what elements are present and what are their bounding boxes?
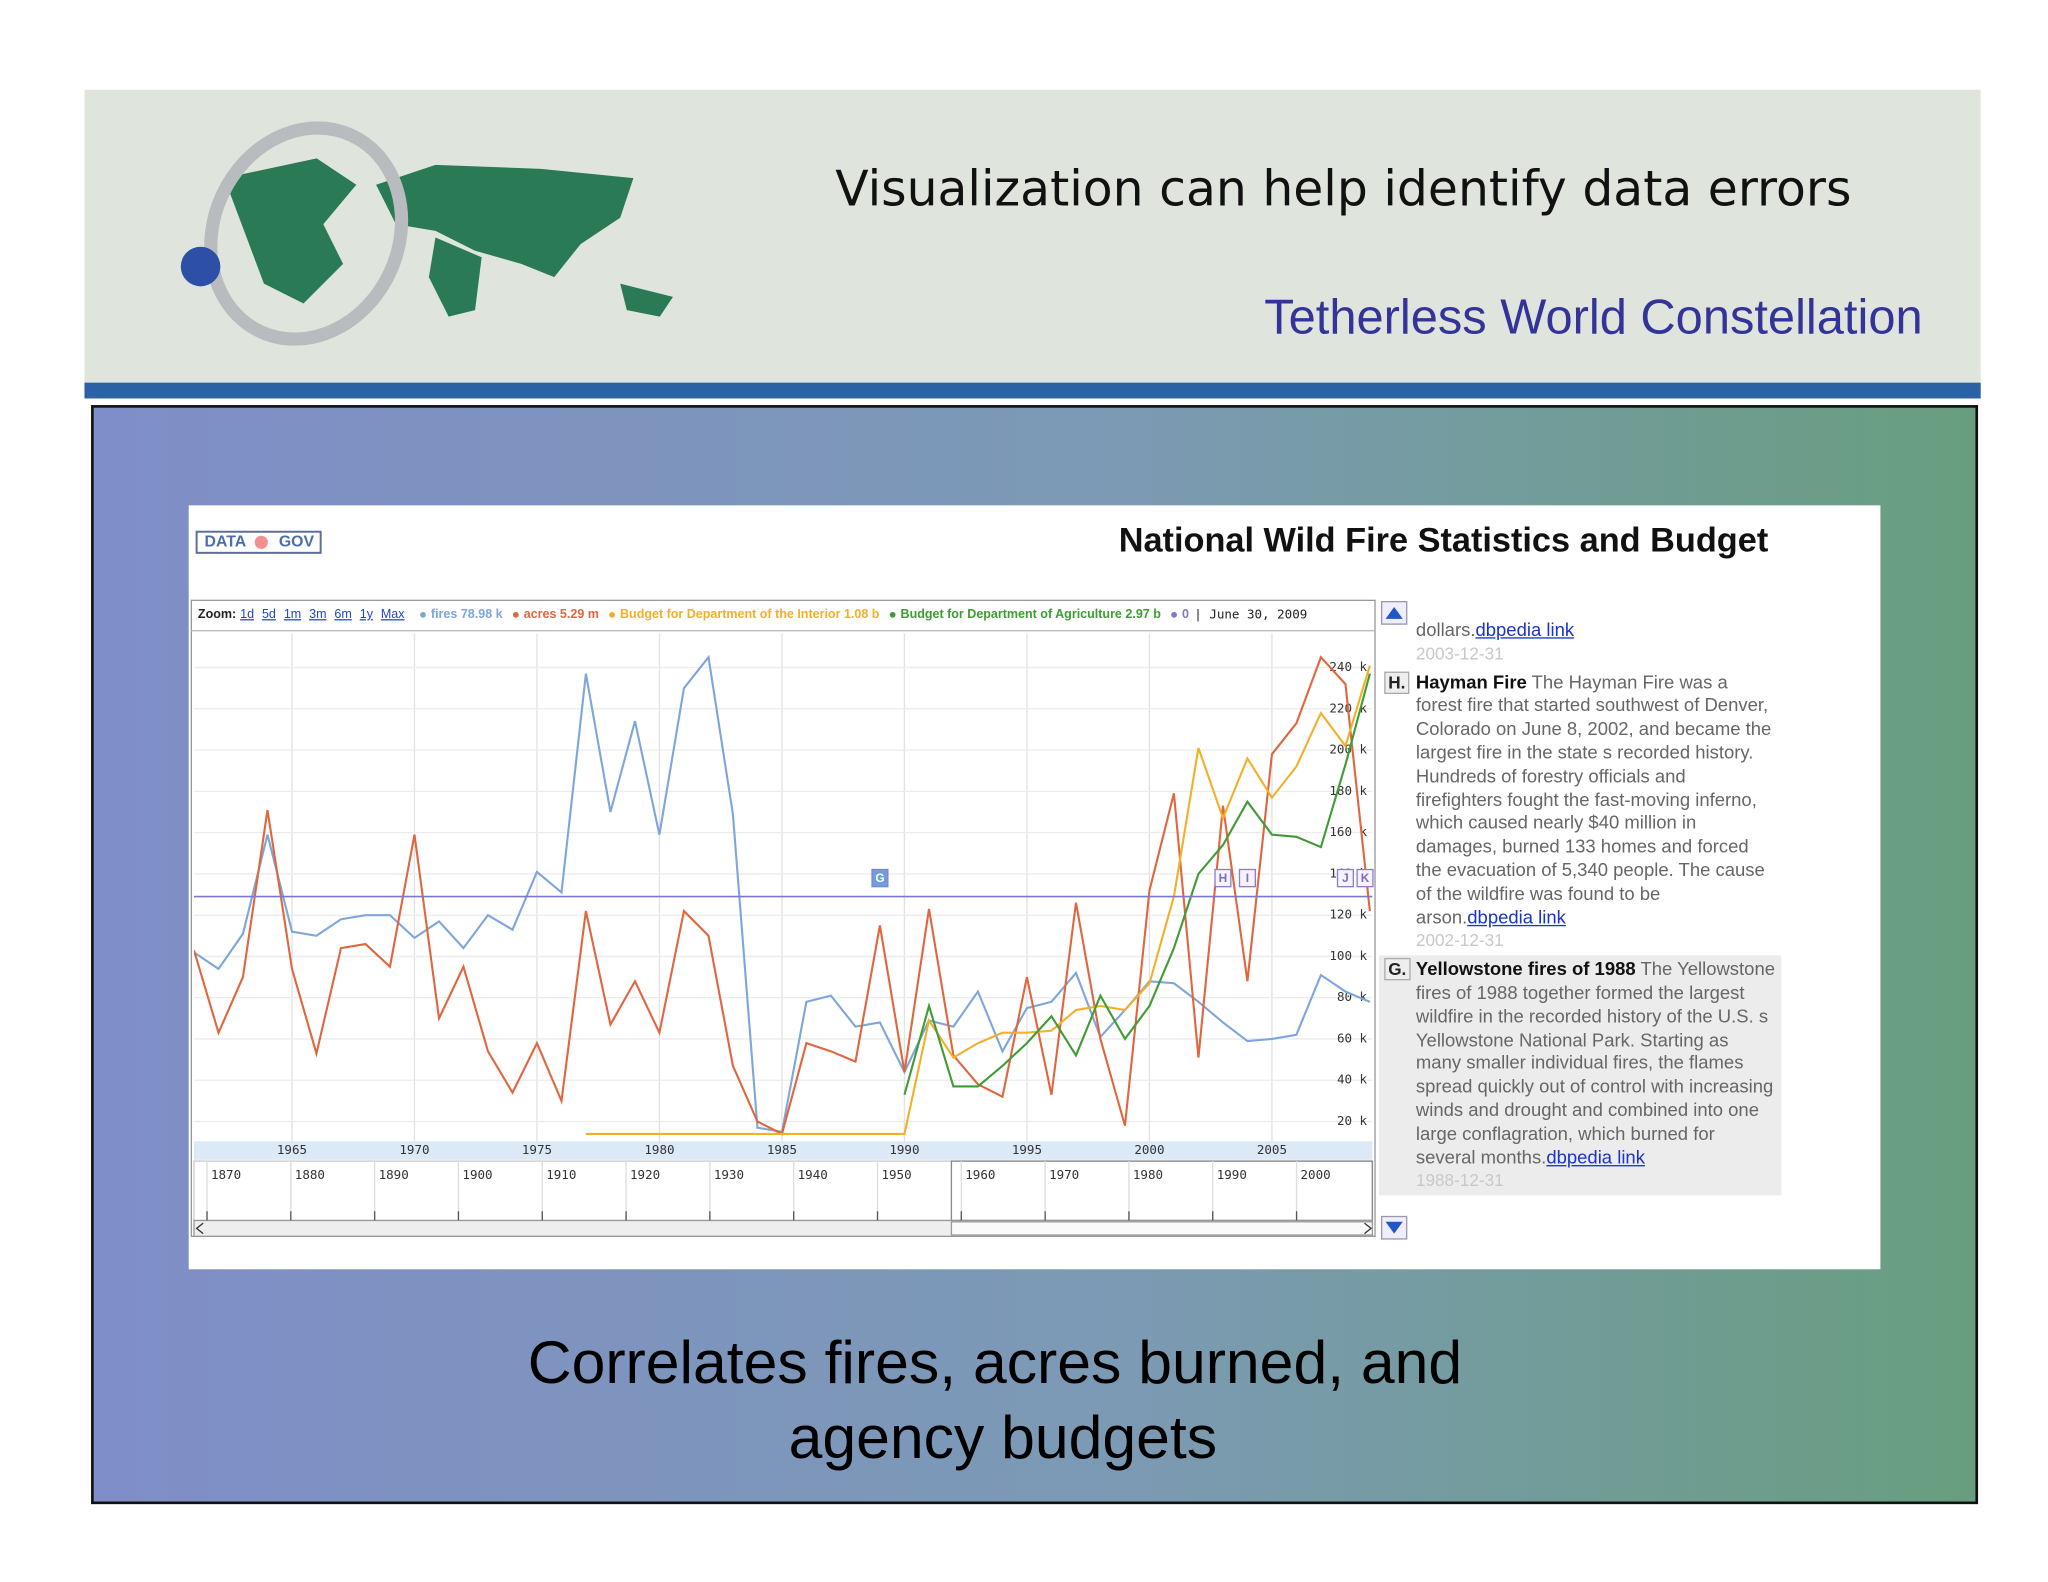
overview-tick-label: 1980: [1133, 1167, 1163, 1182]
series-line: [585, 665, 1371, 1135]
x-tick-label: 1985: [767, 1142, 797, 1157]
scrollbar-thumb[interactable]: [950, 1221, 1374, 1236]
y-tick-label: 60 k: [1337, 1030, 1368, 1045]
legend-value: 2.97 b: [1125, 607, 1161, 621]
zoom-option[interactable]: 1d: [240, 607, 254, 621]
zoom-option[interactable]: 1m: [284, 607, 301, 621]
zoom-option[interactable]: Max: [381, 607, 405, 621]
legend-value: 5.29 m: [560, 607, 599, 621]
overview-tick-label: 1920: [630, 1167, 660, 1182]
scroll-right[interactable]: [1364, 1222, 1373, 1235]
overview-tick-label: 1950: [881, 1167, 911, 1182]
series-line: [903, 673, 1371, 1096]
legend-marker: [889, 611, 896, 618]
annotation-flag[interactable]: G: [871, 868, 889, 888]
legend-value: 1.08 b: [844, 607, 880, 621]
y-tick-label: 160 k: [1329, 824, 1367, 839]
x-tick-label: 1990: [889, 1142, 919, 1157]
y-tick-label: 100 k: [1329, 948, 1367, 963]
annotation-flag[interactable]: H: [1214, 868, 1232, 888]
x-tick-label: 2005: [1257, 1142, 1287, 1157]
x-tick-label: 1975: [522, 1142, 552, 1157]
plot-area: [193, 654, 1373, 1136]
x-tick-label: 2000: [1134, 1142, 1164, 1157]
x-axis-band: [193, 1141, 1373, 1160]
x-tick-label: 1965: [277, 1142, 307, 1157]
y-tick-label: 240 k: [1329, 659, 1367, 674]
legend-marker: [609, 611, 616, 618]
flag-label[interactable]: I: [1246, 871, 1249, 885]
legend-entry: fires 78.98 k: [431, 607, 503, 621]
scroll-down-button[interactable]: [1380, 1215, 1408, 1240]
overview-tick-label: 1900: [462, 1167, 492, 1182]
overview-tick-label: 1880: [295, 1167, 325, 1182]
flag-label[interactable]: H: [1219, 871, 1228, 885]
legend-marker: [420, 611, 426, 618]
slide-subtitle: Tetherless World Constellation: [1264, 291, 1922, 345]
caption: agency budgets: [789, 1403, 1218, 1471]
overview-tick-label: 2000: [1301, 1167, 1331, 1182]
scroll-up-button[interactable]: [1380, 601, 1408, 625]
flag-box[interactable]: [1214, 868, 1232, 888]
caption: Correlates fires, acres burned, and: [528, 1328, 1462, 1396]
legend-name: 0: [1182, 607, 1189, 621]
annotation-flag[interactable]: K: [1356, 868, 1374, 888]
y-tick-label: 40 k: [1337, 1072, 1368, 1087]
chart-title: National Wild Fire Statistics and Budget: [1119, 521, 1769, 559]
legend-name: Budget for Department of the Interior: [620, 607, 841, 621]
overview-tick-label: 1960: [965, 1167, 995, 1182]
logo-text: GOV: [279, 533, 315, 550]
legend-entry: Budget for Department of Agriculture 2.9…: [901, 607, 1162, 621]
legend-entry: acres 5.29 m: [524, 607, 599, 621]
overview-tick-label: 1930: [714, 1167, 744, 1182]
chart-frame: [190, 599, 1376, 1237]
zoom-option[interactable]: 3m: [309, 607, 326, 621]
logo-text: DATA: [205, 533, 247, 550]
header-rule: [84, 382, 1981, 399]
x-tick-label: 1970: [399, 1142, 429, 1157]
annotation-flag[interactable]: I: [1238, 868, 1257, 888]
legend-marker: [1171, 611, 1177, 618]
zoom-option[interactable]: 5d: [262, 607, 276, 621]
flag-box[interactable]: [1336, 868, 1354, 888]
x-tick-label: 1980: [644, 1142, 674, 1157]
y-tick-label: 200 k: [1329, 742, 1367, 757]
data-gov-logo: DATA GOV: [195, 530, 322, 554]
legend-entry: Budget for Department of the Interior 1.…: [620, 607, 880, 621]
overview-tick-label: 1970: [1049, 1167, 1079, 1182]
slide-title: Visualization can help identify data err…: [835, 161, 1851, 218]
zoom-label: Zoom:: [198, 607, 236, 621]
flag-label[interactable]: J: [1342, 871, 1349, 885]
flag-label[interactable]: K: [1361, 871, 1370, 885]
legend-name: Budget for Department of Agriculture: [901, 607, 1122, 621]
flag-box[interactable]: [871, 868, 889, 888]
y-tick-label: 20 k: [1337, 1113, 1368, 1128]
legend-value: 78.98 k: [461, 607, 503, 621]
legend-name: acres: [524, 607, 557, 621]
legend-entry: 0: [1182, 607, 1189, 621]
logo: [180, 121, 673, 346]
flag-label[interactable]: G: [875, 871, 884, 885]
overview-tick-label: 1890: [379, 1167, 409, 1182]
overview-tick-label: 1910: [546, 1167, 576, 1182]
overview-panel: [193, 1160, 1374, 1222]
overview-tick-label: 1940: [798, 1167, 828, 1182]
legend-name: fires: [431, 607, 457, 621]
scroll-left[interactable]: [195, 1222, 204, 1235]
y-tick-label: 120 k: [1329, 907, 1367, 922]
y-tick-label: 80 k: [1337, 989, 1368, 1004]
legend-marker: [512, 611, 519, 618]
overview-tick-label: 1870: [211, 1167, 241, 1182]
flag-box[interactable]: [1238, 868, 1257, 888]
zoom-option[interactable]: 1y: [360, 607, 374, 621]
annotation-flag[interactable]: J: [1336, 868, 1354, 888]
date-label: | June 30, 2009: [1194, 606, 1307, 622]
zoom-option[interactable]: 6m: [334, 607, 351, 621]
flag-box[interactable]: [1356, 868, 1374, 888]
overview-tick-label: 1990: [1217, 1167, 1247, 1182]
x-tick-label: 1995: [1012, 1142, 1042, 1157]
